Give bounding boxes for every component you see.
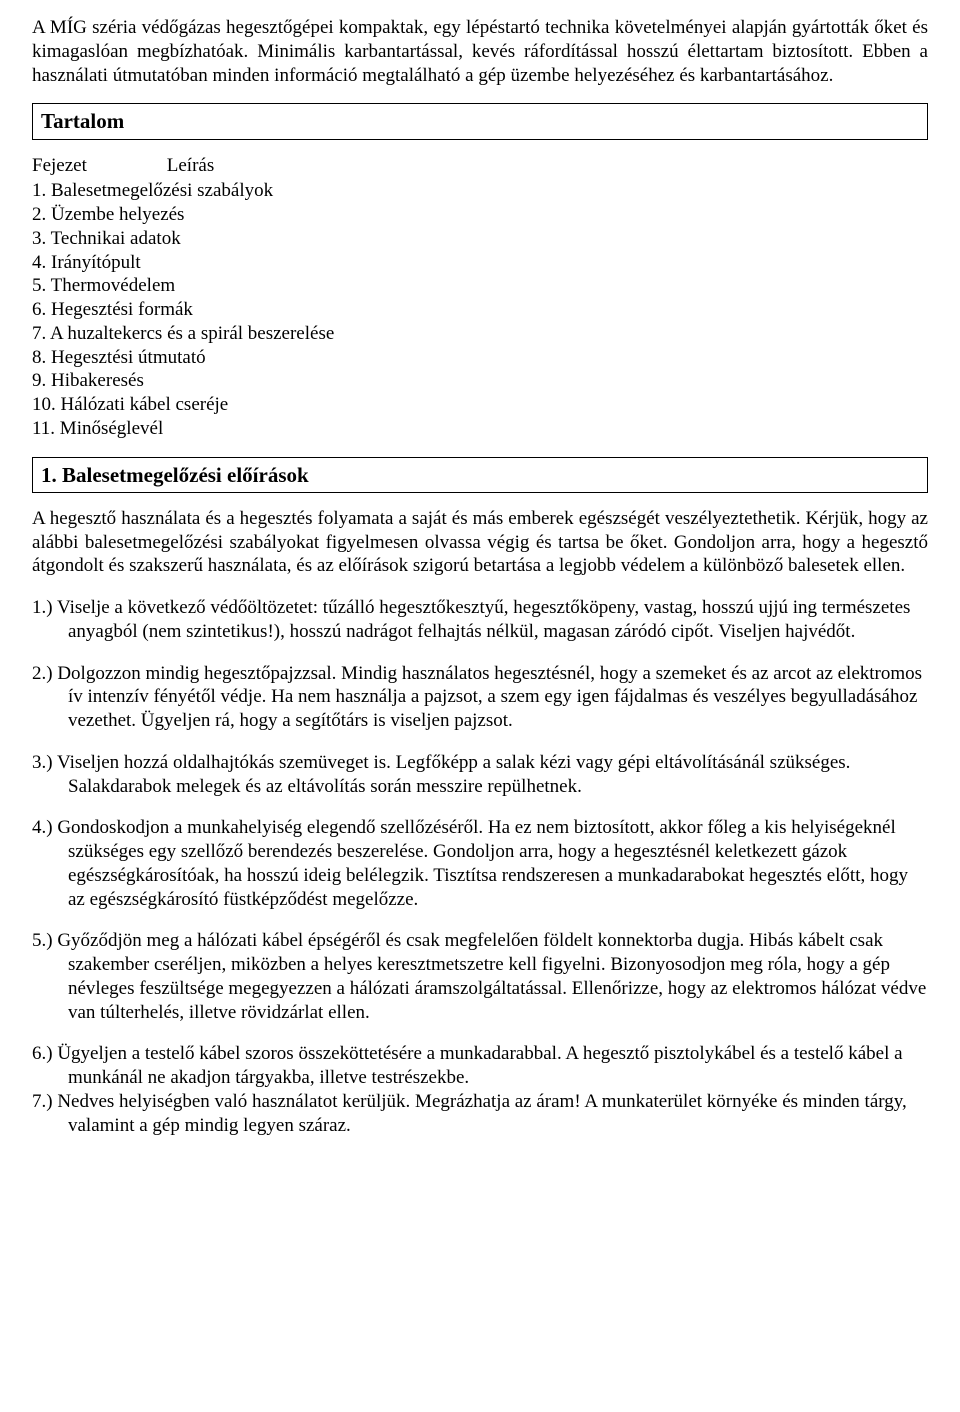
toc-item: 10. Hálózati kábel cseréje <box>32 393 928 417</box>
safety-rule: 2.) Dolgozzon mindig hegesztőpajzzsal. M… <box>32 662 928 733</box>
safety-rule: 3.) Viseljen hozzá oldalhajtókás szemüve… <box>32 751 928 799</box>
toc-item: 2. Üzembe helyezés <box>32 203 928 227</box>
safety-rule: 5.) Győződjön meg a hálózati kábel épség… <box>32 929 928 1024</box>
section1-intro: A hegesztő használata és a hegesztés fol… <box>32 507 928 578</box>
toc-item: 6. Hegesztési formák <box>32 298 928 322</box>
toc-item: 7. A huzaltekercs és a spirál beszerelés… <box>32 322 928 346</box>
section1-title-box: 1. Balesetmegelőzési előírások <box>32 457 928 493</box>
intro-paragraph: A MÍG széria védőgázas hegesztőgépei kom… <box>32 16 928 87</box>
toc-list: 1. Balesetmegelőzési szabályok 2. Üzembe… <box>32 179 928 440</box>
safety-rule: 7.) Nedves helyiségben való használatot … <box>32 1090 928 1138</box>
toc-title-box: Tartalom <box>32 103 928 139</box>
toc-title: Tartalom <box>41 109 124 133</box>
safety-rule: 1.) Viselje a következő védőöltözetet: t… <box>32 596 928 644</box>
toc-item: 8. Hegesztési útmutató <box>32 346 928 370</box>
safety-rules-list: 1.) Viselje a következő védőöltözetet: t… <box>32 596 928 1137</box>
toc-item: 5. Thermovédelem <box>32 274 928 298</box>
toc-item: 9. Hibakeresés <box>32 369 928 393</box>
toc-item: 1. Balesetmegelőzési szabályok <box>32 179 928 203</box>
section1-title: 1. Balesetmegelőzési előírások <box>41 463 309 487</box>
toc-item: 4. Irányítópult <box>32 251 928 275</box>
toc-item: 11. Minőséglevél <box>32 417 928 441</box>
toc-item: 3. Technikai adatok <box>32 227 928 251</box>
toc-header-row: Fejezet Leírás <box>32 154 928 178</box>
toc-col-fejezet: Fejezet <box>32 154 162 178</box>
toc-col-leiras: Leírás <box>167 155 214 176</box>
safety-rule: 6.) Ügyeljen a testelő kábel szoros össz… <box>32 1042 928 1090</box>
safety-rule: 4.) Gondoskodjon a munkahelyiség elegend… <box>32 816 928 911</box>
